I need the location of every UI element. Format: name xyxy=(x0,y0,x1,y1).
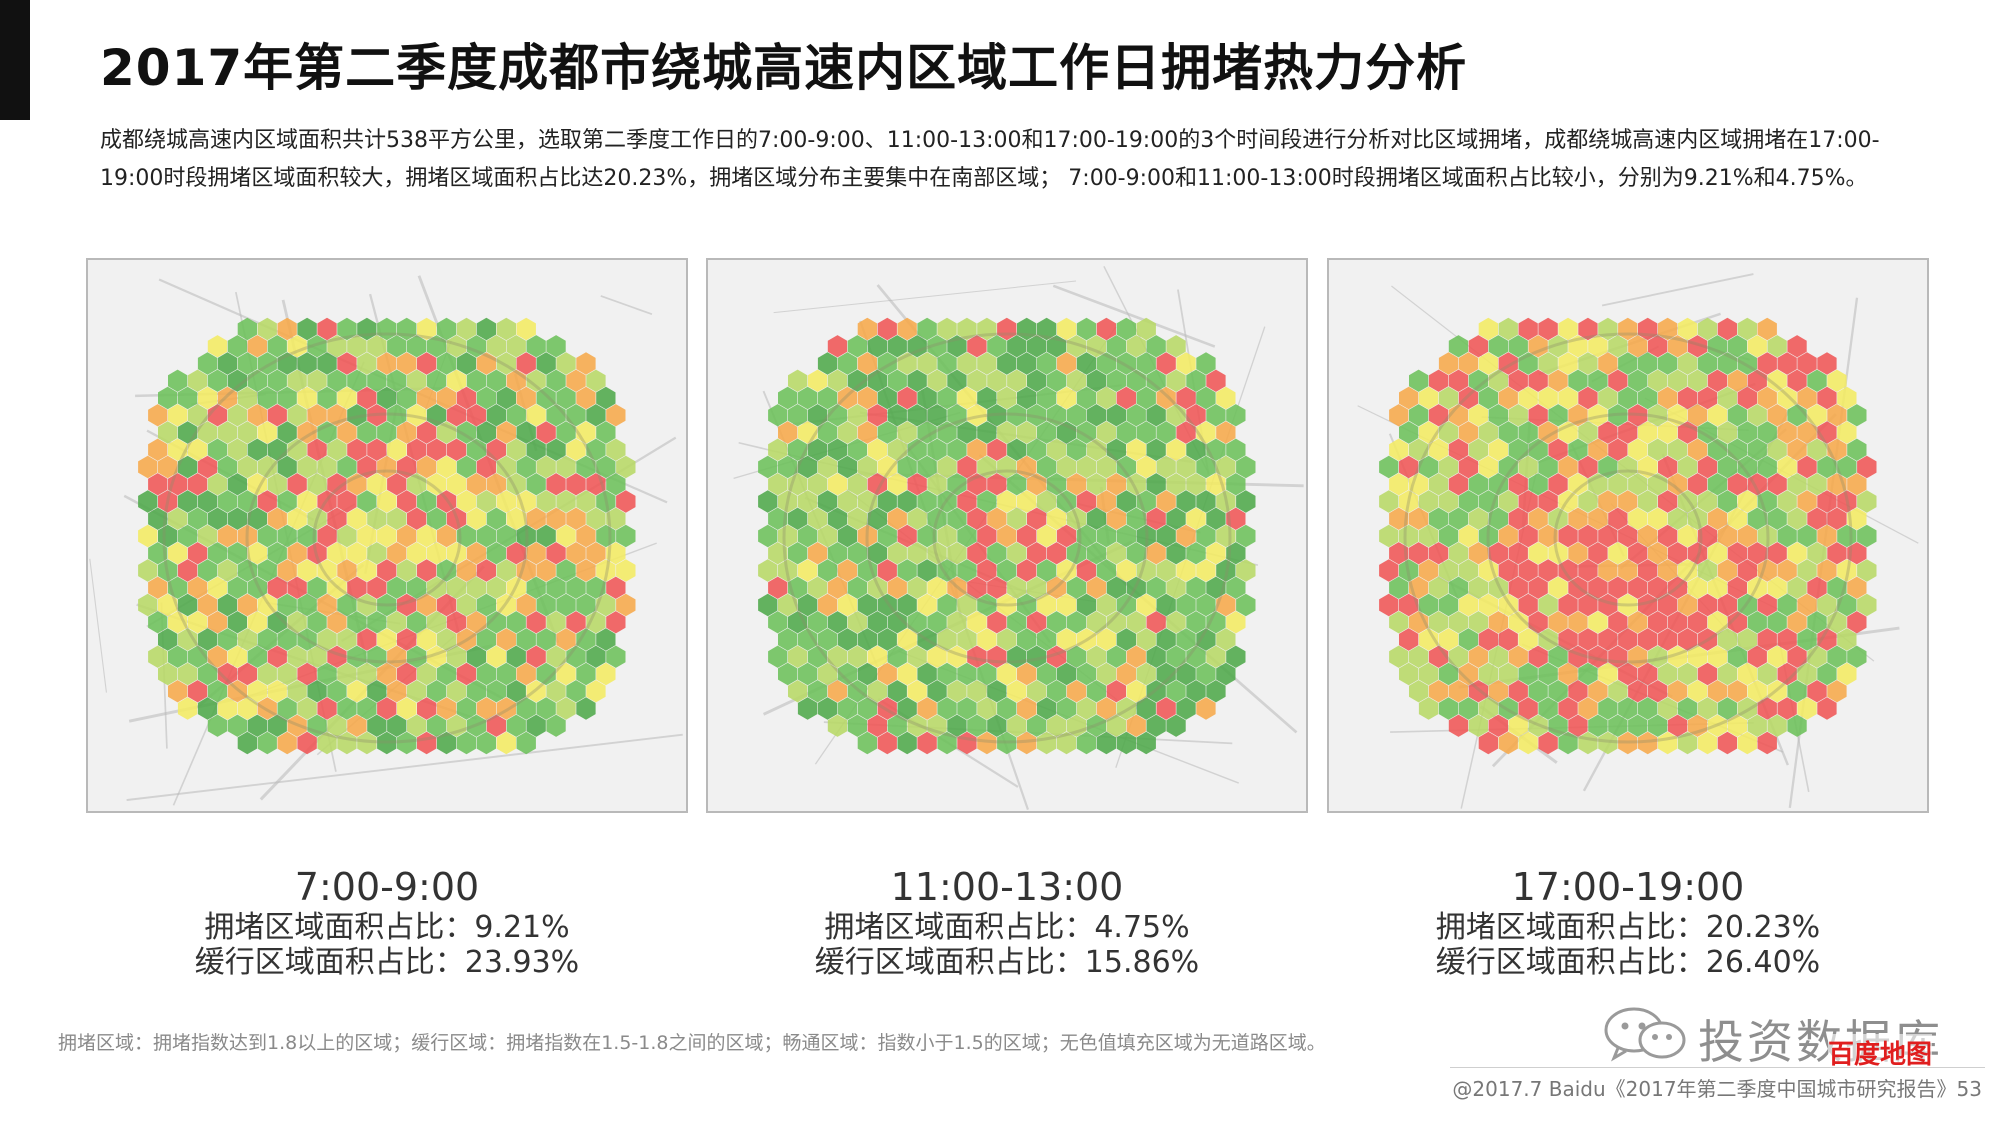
slow-share-label: 缓行区域面积占比：26.40% xyxy=(1435,945,1821,980)
time-label: 11:00-13:00 xyxy=(890,865,1124,909)
page-title: 2017年第二季度成都市绕城高速内区域工作日拥堵热力分析 xyxy=(100,39,1468,97)
time-label: 7:00-9:00 xyxy=(294,865,480,909)
caption-evening: 17:00-19:00 拥堵区域面积占比：20.23% 缓行区域面积占比：26.… xyxy=(1327,864,1929,980)
heatmap-morning-svg xyxy=(89,275,683,806)
heatmap-evening xyxy=(1327,258,1929,813)
time-label: 17:00-19:00 xyxy=(1511,865,1745,909)
source-credit: @2017.7 Baidu《2017年第二季度中国城市研究报告》53 xyxy=(1452,1077,1982,1101)
heatmap-evening-svg xyxy=(1357,273,1919,809)
congested-share-label: 拥堵区域面积占比：4.75% xyxy=(824,910,1190,945)
slow-share-label: 缓行区域面积占比：15.86% xyxy=(814,945,1200,980)
heatmap-morning xyxy=(86,258,688,813)
congested-share-label: 拥堵区域面积占比：9.21% xyxy=(204,910,570,945)
hex-cells xyxy=(758,317,1256,755)
slow-share-label: 缓行区域面积占比：23.93% xyxy=(194,945,580,980)
ring-roads xyxy=(782,332,1232,744)
ring-roads xyxy=(1403,332,1853,744)
hex-cells xyxy=(1379,317,1877,755)
watermark-logo: 投资数据库 百度地图 xyxy=(1592,1004,1982,1071)
wechat-icon xyxy=(1604,1007,1686,1062)
description-text: 成都绕城高速内区域面积共计538平方公里，选取第二季度工作日的7:00-9:00… xyxy=(100,128,1880,191)
legend-note: 拥堵区域：拥堵指数达到1.8以上的区域；缓行区域：拥堵指数在1.5-1.8之间的… xyxy=(58,1032,1326,1054)
heatmap-noon xyxy=(706,258,1308,813)
hex-cells xyxy=(138,317,636,755)
ring-roads xyxy=(162,332,612,744)
footer-divider xyxy=(1450,1067,1985,1068)
baidu-map-logo: 百度地图 xyxy=(1828,1034,1933,1071)
accent-bar xyxy=(0,0,30,120)
caption-morning: 7:00-9:00 拥堵区域面积占比：9.21% 缓行区域面积占比：23.93% xyxy=(86,864,688,980)
heatmap-noon-svg xyxy=(733,265,1304,811)
caption-noon: 11:00-13:00 拥堵区域面积占比：4.75% 缓行区域面积占比：15.8… xyxy=(706,864,1308,980)
congested-share-label: 拥堵区域面积占比：20.23% xyxy=(1435,910,1821,945)
